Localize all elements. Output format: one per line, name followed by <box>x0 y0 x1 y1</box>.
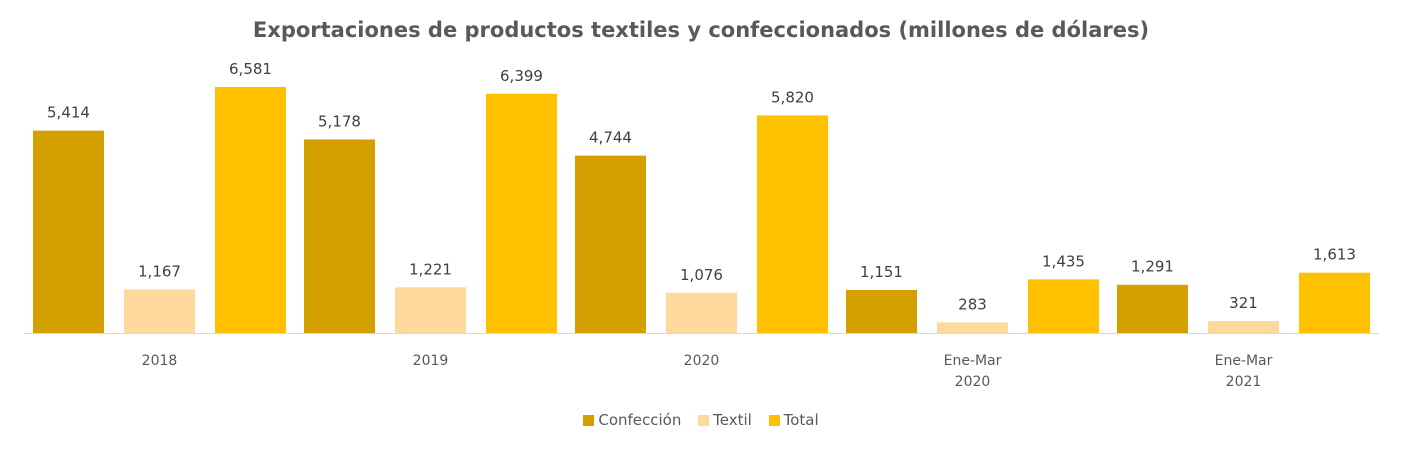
bar-textil-2 <box>666 292 737 333</box>
data-label: 5,820 <box>771 88 814 106</box>
bar-textil-0 <box>124 289 195 333</box>
x-tick-label: 2020 <box>955 374 991 390</box>
bar-total-1 <box>486 93 557 333</box>
x-tick-label: Ene-Mar <box>1215 353 1273 369</box>
bar-total-4 <box>1299 272 1370 333</box>
legend-item-textil: Textil <box>698 411 752 429</box>
data-label: 1,167 <box>138 262 181 280</box>
data-label: 1,151 <box>860 263 903 281</box>
data-label: 1,613 <box>1313 246 1356 264</box>
data-label: 6,581 <box>229 60 272 78</box>
data-label: 1,076 <box>680 266 723 284</box>
data-label: 283 <box>958 295 987 313</box>
legend-item-total: Total <box>768 411 819 429</box>
x-tick-label: 2018 <box>142 353 178 369</box>
data-label: 4,744 <box>589 129 632 147</box>
legend-label-textil: Textil <box>713 411 752 429</box>
legend-label-confeccion: Confección <box>598 411 682 429</box>
bar-confeccin-1 <box>304 139 375 333</box>
x-tick-label: Ene-Mar <box>944 353 1002 369</box>
bar-textil-3 <box>937 322 1008 333</box>
bar-confeccin-0 <box>33 130 104 333</box>
legend-item-confeccion: Confección <box>583 411 681 429</box>
x-tick-label: 2020 <box>684 353 720 369</box>
x-tick-label: 2019 <box>413 353 449 369</box>
data-label: 5,414 <box>47 104 90 122</box>
legend-label-total: Total <box>783 411 819 429</box>
bar-textil-1 <box>395 287 466 333</box>
data-label: 321 <box>1229 294 1258 312</box>
legend-swatch-textil <box>698 414 710 426</box>
chart-title: Exportaciones de productos textiles y co… <box>252 18 1150 42</box>
bar-total-3 <box>1028 279 1099 333</box>
legend: Confección Textil Total <box>0 411 1402 430</box>
bar-total-2 <box>757 115 828 333</box>
bar-confeccin-2 <box>575 155 646 333</box>
bar-textil-4 <box>1208 321 1279 333</box>
data-label: 5,178 <box>318 112 361 130</box>
data-label: 1,435 <box>1042 252 1085 270</box>
bar-confeccin-3 <box>846 289 917 333</box>
bar-confeccin-4 <box>1117 284 1188 333</box>
data-label: 1,291 <box>1131 258 1174 276</box>
x-tick-label: 2021 <box>1226 374 1262 390</box>
data-label: 6,399 <box>500 67 543 85</box>
legend-swatch-total <box>768 414 780 426</box>
data-label: 1,221 <box>409 260 452 278</box>
legend-swatch-confeccion <box>583 414 595 426</box>
bar-total-0 <box>215 87 286 333</box>
